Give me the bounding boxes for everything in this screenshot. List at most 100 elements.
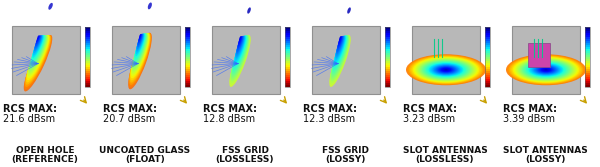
Ellipse shape: [331, 35, 349, 77]
Ellipse shape: [434, 65, 458, 74]
Bar: [485, 55, 490, 57]
Ellipse shape: [442, 68, 450, 71]
Bar: [185, 65, 190, 67]
Bar: [285, 81, 290, 83]
Bar: [85, 53, 90, 55]
Text: RCS MAX:: RCS MAX:: [403, 104, 457, 114]
Bar: [485, 57, 490, 59]
Ellipse shape: [520, 59, 572, 80]
Ellipse shape: [437, 66, 455, 73]
Text: 3.39 dBsm: 3.39 dBsm: [503, 114, 555, 124]
Ellipse shape: [412, 56, 481, 83]
Text: (REFERENCE): (REFERENCE): [11, 155, 79, 164]
Bar: [585, 47, 590, 49]
Bar: [185, 41, 190, 43]
Ellipse shape: [511, 56, 581, 83]
FancyBboxPatch shape: [12, 26, 80, 94]
Bar: [585, 65, 590, 67]
Text: 21.6 dBsm: 21.6 dBsm: [3, 114, 55, 124]
Bar: [385, 69, 390, 71]
Bar: [285, 43, 290, 45]
Bar: [185, 67, 190, 69]
Bar: [485, 43, 490, 45]
Bar: [385, 33, 390, 35]
FancyBboxPatch shape: [412, 26, 480, 94]
Ellipse shape: [428, 63, 463, 76]
Bar: [585, 85, 590, 87]
Ellipse shape: [136, 34, 144, 54]
Ellipse shape: [235, 36, 245, 63]
Bar: [585, 29, 590, 31]
Ellipse shape: [425, 61, 467, 78]
Text: UNCOATED GLASS: UNCOATED GLASS: [100, 146, 191, 155]
Ellipse shape: [133, 33, 146, 65]
Bar: [85, 37, 90, 39]
Ellipse shape: [339, 36, 341, 42]
Bar: [285, 77, 290, 79]
Bar: [185, 43, 190, 45]
Bar: [185, 53, 190, 55]
Ellipse shape: [440, 68, 451, 72]
Bar: [185, 33, 190, 35]
Bar: [485, 67, 490, 69]
Ellipse shape: [509, 55, 583, 84]
Ellipse shape: [128, 33, 151, 87]
Bar: [185, 71, 190, 73]
Bar: [285, 53, 290, 55]
Bar: [385, 57, 390, 59]
Ellipse shape: [136, 34, 144, 52]
Ellipse shape: [347, 7, 351, 14]
Ellipse shape: [535, 66, 557, 74]
Bar: [585, 71, 590, 73]
Bar: [85, 43, 90, 45]
Bar: [185, 55, 190, 57]
Ellipse shape: [29, 35, 47, 71]
Bar: [485, 71, 490, 73]
Bar: [585, 45, 590, 47]
Bar: [585, 37, 590, 39]
Ellipse shape: [239, 36, 241, 42]
Ellipse shape: [445, 69, 448, 70]
Ellipse shape: [237, 36, 243, 50]
Bar: [385, 63, 390, 65]
Ellipse shape: [431, 64, 461, 75]
Text: 20.7 dBsm: 20.7 dBsm: [103, 114, 155, 124]
Ellipse shape: [35, 35, 41, 47]
Ellipse shape: [137, 34, 143, 47]
Bar: [185, 35, 190, 37]
Ellipse shape: [233, 36, 247, 69]
Bar: [585, 27, 590, 29]
Ellipse shape: [427, 62, 464, 77]
Text: (LOSSLESS): (LOSSLESS): [216, 155, 274, 164]
Bar: [485, 75, 490, 77]
Ellipse shape: [338, 36, 342, 46]
Ellipse shape: [533, 65, 559, 75]
Ellipse shape: [239, 36, 241, 38]
Bar: [185, 31, 190, 33]
Bar: [85, 47, 90, 49]
Bar: [85, 73, 90, 75]
Ellipse shape: [128, 33, 152, 89]
Bar: [585, 73, 590, 75]
Text: RCS MAX:: RCS MAX:: [303, 104, 357, 114]
Bar: [385, 73, 390, 75]
Bar: [585, 43, 590, 45]
Bar: [585, 83, 590, 85]
Bar: [385, 27, 390, 29]
Bar: [385, 79, 390, 81]
Bar: [385, 67, 390, 69]
Ellipse shape: [24, 35, 52, 89]
Ellipse shape: [139, 34, 141, 38]
Ellipse shape: [137, 34, 143, 50]
Bar: [385, 29, 390, 31]
Ellipse shape: [133, 33, 148, 69]
Ellipse shape: [515, 58, 577, 82]
Bar: [585, 59, 590, 61]
Bar: [385, 41, 390, 43]
Bar: [385, 61, 390, 63]
Bar: [85, 33, 90, 35]
Bar: [285, 39, 290, 41]
Ellipse shape: [229, 35, 251, 87]
Ellipse shape: [28, 35, 48, 76]
Bar: [185, 69, 190, 71]
